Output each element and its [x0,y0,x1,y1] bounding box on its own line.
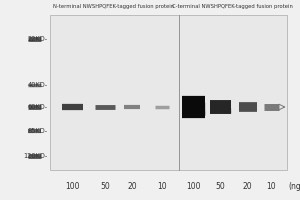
Text: 60KD-: 60KD- [27,104,47,110]
Text: 40KD-: 40KD- [27,82,47,88]
Bar [50,15,286,170]
Text: 22KD-: 22KD- [27,36,47,42]
Text: 10: 10 [157,182,167,191]
Text: N-terminal NWSHPQFEK-tagged fusion protein: N-terminal NWSHPQFEK-tagged fusion prote… [53,4,175,9]
Text: (ng): (ng) [288,182,300,191]
Text: 20: 20 [243,182,252,191]
Text: 50: 50 [216,182,225,191]
Text: 50: 50 [100,182,110,191]
Text: 100: 100 [65,182,79,191]
Text: 120KD-: 120KD- [23,153,47,159]
Text: 10: 10 [267,182,276,191]
Text: C-terminal NWSHPQFEK-tagged fusion protein: C-terminal NWSHPQFEK-tagged fusion prote… [172,4,293,9]
Text: 20: 20 [127,182,137,191]
Text: 85KD-: 85KD- [27,128,47,134]
Text: 100: 100 [186,182,201,191]
